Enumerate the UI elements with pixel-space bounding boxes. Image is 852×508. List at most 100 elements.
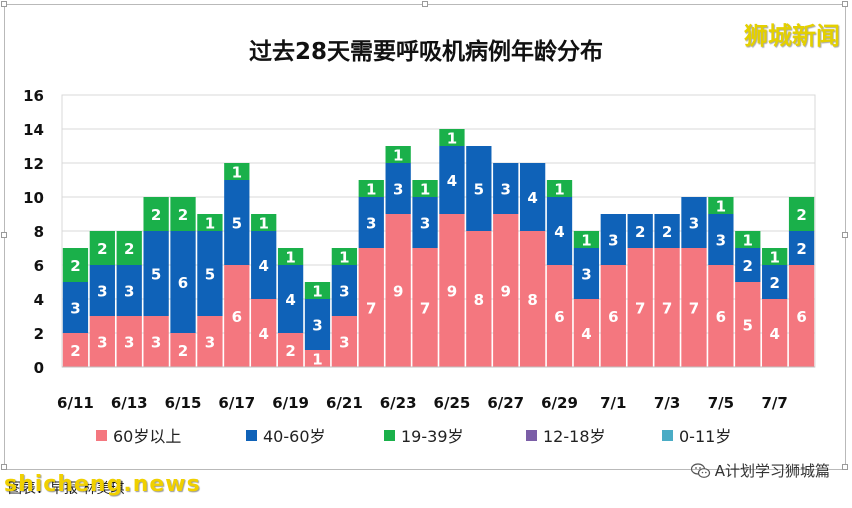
- bar-segment: [466, 146, 492, 231]
- bar-segment: [170, 197, 196, 231]
- data-label: 3: [716, 232, 726, 250]
- bar-segment: [600, 265, 626, 367]
- legend-swatch: [384, 430, 395, 441]
- data-label: 9: [447, 283, 457, 301]
- x-tick-label: 6/17: [218, 394, 255, 412]
- data-label: 3: [339, 283, 349, 301]
- site-watermark: shicheng.news: [4, 472, 201, 497]
- data-label: 6: [608, 308, 618, 326]
- data-label: 1: [581, 232, 591, 250]
- bar-segment: [197, 316, 223, 367]
- data-label: 2: [662, 223, 672, 241]
- bar-segment: [412, 197, 438, 248]
- legend-entry: 40-60岁: [263, 427, 326, 446]
- data-label: 6: [232, 308, 242, 326]
- bar-segment: [735, 248, 761, 282]
- bar-segment: [143, 316, 169, 367]
- legend-entry: 0-11岁: [679, 427, 731, 446]
- y-tick-label: 14: [23, 121, 44, 139]
- x-tick-label: 6/21: [326, 394, 363, 412]
- x-tick-label: 6/11: [57, 394, 94, 412]
- resize-handle[interactable]: [1, 1, 7, 7]
- data-label: 1: [420, 181, 430, 199]
- data-label: 4: [554, 223, 564, 241]
- data-label: 8: [474, 291, 484, 309]
- data-label: 1: [447, 130, 457, 148]
- data-label: 3: [97, 334, 107, 352]
- bar-segment: [600, 214, 626, 265]
- resize-handle[interactable]: [1, 232, 7, 238]
- bar-segment: [251, 214, 277, 231]
- legend-swatch: [246, 430, 257, 441]
- x-tick-label: 7/7: [761, 394, 787, 412]
- bar-segment: [385, 163, 411, 214]
- data-label: 3: [501, 181, 511, 199]
- bar-segment: [762, 299, 788, 367]
- data-label: 2: [796, 206, 806, 224]
- resize-handle[interactable]: [842, 232, 848, 238]
- bar-segment: [62, 282, 89, 333]
- bar-segment: [385, 146, 411, 163]
- bar-segment: [251, 231, 277, 299]
- data-label: 3: [393, 181, 403, 199]
- data-label: 2: [796, 240, 806, 258]
- data-label: 6: [796, 308, 806, 326]
- resize-handle[interactable]: [842, 464, 848, 470]
- data-label: 6: [716, 308, 726, 326]
- data-label: 3: [689, 215, 699, 233]
- data-label: 1: [312, 351, 322, 369]
- chart-credit: 图表：早报 林美琪: [8, 481, 125, 497]
- bar-segment: [358, 197, 384, 248]
- data-label: 2: [743, 257, 753, 275]
- bar-segment: [304, 350, 331, 367]
- data-label: 5: [474, 181, 484, 199]
- x-tick-label: 6/19: [272, 394, 309, 412]
- bar-segment: [251, 299, 277, 367]
- y-tick-label: 2: [34, 325, 44, 343]
- data-label: 2: [178, 206, 188, 224]
- bar-segment: [546, 265, 573, 367]
- bar-segment: [277, 265, 304, 333]
- bar-segment: [573, 299, 600, 367]
- data-label: 2: [70, 342, 80, 360]
- bar-segment: [89, 265, 115, 316]
- data-label: 1: [232, 164, 242, 182]
- bar-segment: [788, 231, 815, 265]
- bar-segment: [412, 180, 438, 197]
- data-label: 5: [743, 317, 753, 335]
- bar-segment: [735, 231, 761, 248]
- y-tick-label: 16: [23, 87, 44, 105]
- bar-segment: [439, 129, 465, 146]
- x-tick-label: 6/13: [111, 394, 148, 412]
- data-label: 1: [258, 215, 268, 233]
- bar-segment: [654, 248, 680, 367]
- resize-handle[interactable]: [1, 464, 7, 470]
- bar-segment: [681, 248, 707, 367]
- bar-segment: [89, 231, 115, 265]
- bar-segment: [116, 316, 142, 367]
- data-label: 7: [689, 300, 699, 318]
- data-label: 4: [527, 189, 537, 207]
- bar-segment: [708, 197, 734, 214]
- wechat-account-name: A计划学习狮城篇: [714, 462, 830, 480]
- bar-segment: [762, 248, 788, 265]
- data-label: 1: [205, 215, 215, 233]
- data-label: 1: [366, 181, 376, 199]
- bar-segment: [224, 163, 250, 180]
- bar-segment: [466, 231, 492, 367]
- bar-segment: [546, 180, 573, 197]
- data-label: 3: [205, 334, 215, 352]
- bar-segment: [277, 333, 304, 367]
- resize-handle[interactable]: [842, 1, 848, 7]
- data-label: 3: [151, 334, 161, 352]
- bar-segment: [681, 197, 707, 248]
- brand-logo: 狮城新闻: [744, 22, 840, 50]
- x-tick-label: 6/27: [487, 394, 524, 412]
- data-label: 5: [151, 266, 161, 284]
- x-tick-label: 7/5: [708, 394, 734, 412]
- bar-segment: [331, 265, 358, 316]
- bar-segment: [627, 248, 653, 367]
- resize-handle[interactable]: [422, 1, 428, 7]
- data-label: 2: [635, 223, 645, 241]
